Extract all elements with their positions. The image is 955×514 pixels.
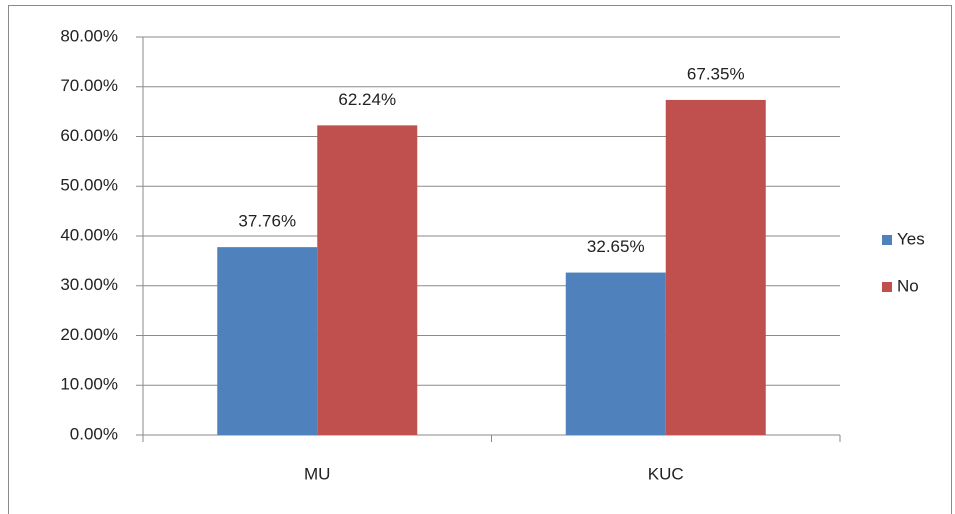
x-tick-label: MU — [304, 464, 330, 483]
bar — [217, 247, 318, 435]
legend-label: No — [897, 276, 919, 295]
y-tick-label: 10.00% — [60, 375, 118, 394]
y-tick-label: 30.00% — [60, 275, 118, 294]
bar — [317, 125, 418, 435]
value-label: 62.24% — [338, 90, 396, 109]
y-tick-label: 0.00% — [70, 424, 118, 443]
legend-swatch — [882, 235, 892, 245]
value-label: 67.35% — [687, 64, 745, 83]
y-tick-label: 70.00% — [60, 76, 118, 95]
x-tick-label: KUC — [648, 464, 684, 483]
y-tick-label: 80.00% — [60, 26, 118, 45]
bar — [565, 272, 666, 435]
y-tick-label: 20.00% — [60, 325, 118, 344]
legend-swatch — [882, 282, 892, 292]
chart-border — [8, 5, 952, 514]
y-tick-label: 50.00% — [60, 176, 118, 195]
bar — [665, 99, 766, 435]
y-tick-label: 40.00% — [60, 225, 118, 244]
legend-label: Yes — [897, 229, 925, 248]
value-label: 32.65% — [587, 237, 645, 256]
y-tick-label: 60.00% — [60, 126, 118, 145]
value-label: 37.76% — [238, 212, 296, 231]
